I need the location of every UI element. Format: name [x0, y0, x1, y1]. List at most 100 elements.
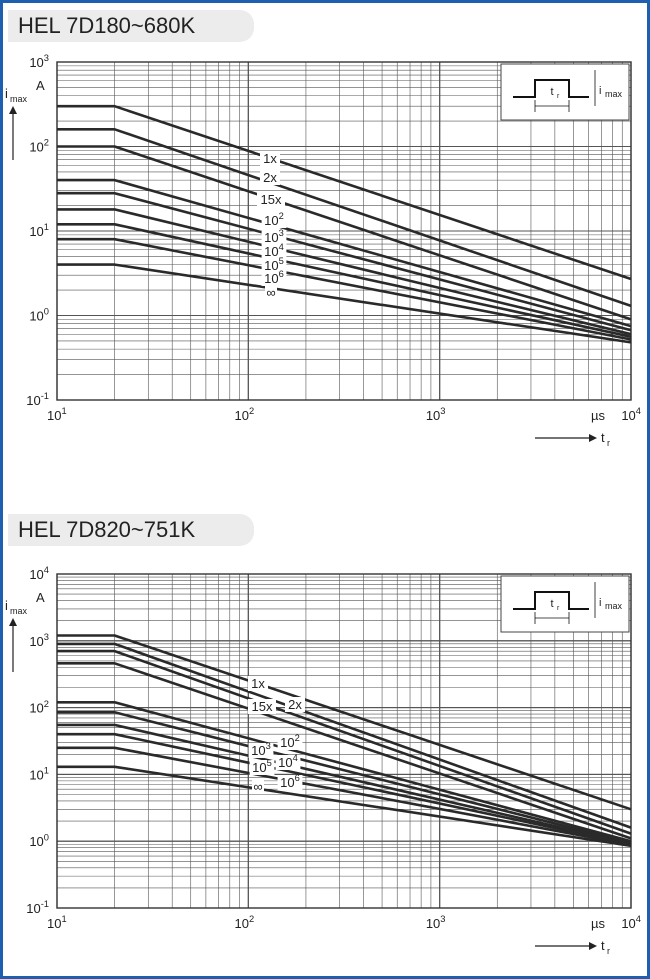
- series-label-bg: [277, 775, 303, 790]
- series-label-bg: [257, 192, 285, 207]
- x-tick-label: 104: [621, 406, 641, 423]
- series-line: [57, 104, 632, 281]
- series-label-bg: [248, 699, 276, 714]
- series-label: 103: [251, 741, 271, 758]
- series-label-bg: [285, 697, 305, 712]
- series-label-bg: [277, 735, 303, 750]
- series-label: 1x: [263, 151, 277, 166]
- series-label-bg: [260, 170, 280, 185]
- series-label: 15x: [252, 699, 273, 714]
- series-line: [57, 237, 632, 341]
- x-tick-label: 104: [621, 914, 641, 931]
- plot-border: [56, 61, 632, 401]
- series-line: [57, 191, 632, 332]
- series-label: 2x: [263, 170, 277, 185]
- series-label-bg: [261, 258, 287, 273]
- series-label-bg: [261, 271, 287, 286]
- y-tick-label: 102: [29, 138, 49, 155]
- inset-pulse-label: t: [550, 86, 553, 98]
- series-label-bg: [261, 230, 287, 245]
- x-tick-label: 103: [426, 914, 446, 931]
- y-tick-label: 100: [29, 307, 49, 324]
- plot-border: [56, 573, 632, 909]
- series-label: ∞: [266, 285, 275, 300]
- series-line: [57, 208, 632, 336]
- series-label-bg: [265, 285, 277, 300]
- x-axis-arrow-head: [589, 434, 597, 442]
- series-label: 104: [278, 753, 298, 770]
- y-tick-label: 101: [29, 766, 49, 783]
- y-tick-label: 103: [29, 53, 49, 70]
- pulse-inset: t r i max: [500, 63, 630, 121]
- series-label: ∞: [253, 779, 262, 794]
- chart-title-1: HEL 7D180~680K: [8, 10, 254, 42]
- series-line: [57, 746, 632, 847]
- x-tick-label: 101: [47, 406, 67, 423]
- series-line: [57, 649, 632, 835]
- x-tick-label: 103: [426, 406, 446, 423]
- series-label-bg: [248, 743, 274, 758]
- chart-title-2: HEL 7D820~751K: [8, 514, 254, 546]
- x-tick-label: 101: [47, 914, 67, 931]
- x-tick-label: 102: [234, 406, 254, 423]
- x-axis-label-subscript: r: [607, 438, 610, 448]
- series-label-bg: [260, 151, 280, 166]
- x-axis-label-subscript: r: [607, 946, 610, 956]
- inset-amp-label: i: [599, 85, 601, 97]
- y-axis-label: i: [5, 86, 8, 101]
- series-label: 102: [264, 211, 284, 228]
- y-axis-arrow-head: [9, 106, 17, 114]
- series-line: [57, 700, 632, 843]
- y-axis-arrow-head: [9, 618, 17, 626]
- x-unit-label: µs: [591, 916, 605, 931]
- series-label: 2x: [288, 697, 302, 712]
- inset-amp-subscript: max: [605, 601, 623, 611]
- series-line: [57, 732, 632, 846]
- pulse-shape: [513, 79, 589, 98]
- series-label-bg: [275, 755, 301, 770]
- x-unit-label: µs: [591, 408, 605, 423]
- series-line: [57, 223, 632, 339]
- series-line: [57, 263, 632, 344]
- series-line: [57, 642, 632, 829]
- inset-pulse-subscript: r: [557, 605, 560, 612]
- series-label: 105: [264, 256, 284, 273]
- series-label-bg: [252, 779, 264, 794]
- series-label: 1x: [251, 676, 265, 691]
- series-label: 106: [280, 773, 300, 790]
- inset-pulse-subscript: r: [557, 93, 560, 100]
- y-tick-label: 102: [29, 699, 49, 716]
- y-tick-label: 103: [29, 632, 49, 649]
- y-unit-label: A: [36, 78, 45, 93]
- x-axis-label: t: [601, 938, 605, 953]
- pulse-inset: t r i max: [500, 575, 630, 633]
- inset-pulse-label: t: [550, 598, 553, 610]
- series-line: [57, 178, 632, 328]
- series-lines: [57, 634, 632, 848]
- series-label: 103: [264, 228, 284, 245]
- x-axis-arrow-head: [589, 942, 597, 950]
- y-tick-label: 10-1: [26, 391, 49, 408]
- series-label: 102: [280, 733, 300, 750]
- y-axis-label-subscript: max: [10, 606, 28, 616]
- series-line: [57, 723, 632, 845]
- series-label: 104: [264, 242, 284, 259]
- y-axis-label-subscript: max: [10, 94, 28, 104]
- series-label-bg: [261, 244, 287, 259]
- series-label-bg: [249, 760, 275, 775]
- x-axis-label: t: [601, 430, 605, 445]
- pulse-shape: [513, 591, 589, 610]
- inset-amp-label: i: [599, 597, 601, 609]
- series-lines: [57, 104, 632, 344]
- series-line: [57, 634, 632, 811]
- y-tick-label: 10-1: [26, 899, 49, 916]
- series-label: 106: [264, 269, 284, 286]
- series-line: [57, 765, 632, 848]
- y-tick-label: 101: [29, 222, 49, 239]
- series-line: [57, 145, 632, 321]
- series-label: 105: [252, 758, 272, 775]
- y-tick-label: 104: [29, 565, 49, 582]
